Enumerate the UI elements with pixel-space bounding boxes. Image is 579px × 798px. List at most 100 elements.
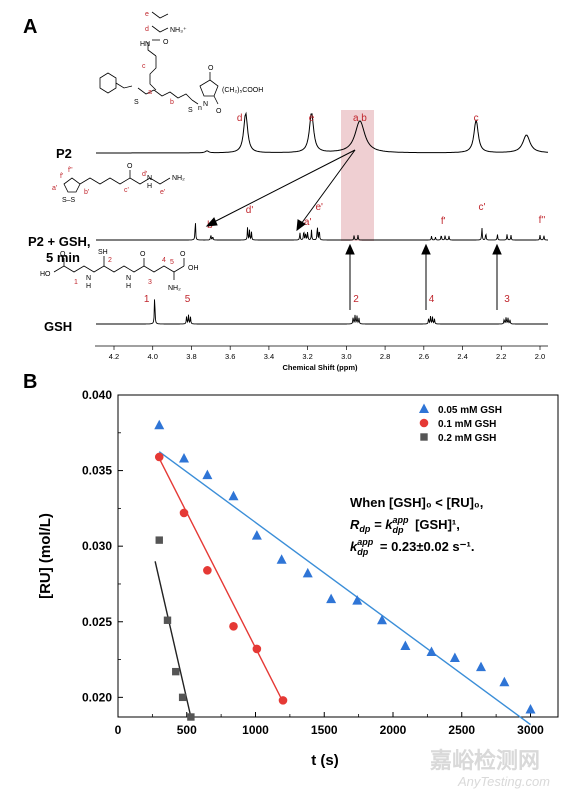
- data-point: [377, 614, 387, 625]
- nmr-x-tick-label: 3.6: [225, 352, 235, 361]
- gsh-peak-label: 4: [429, 294, 435, 305]
- trace-label-p2: P2: [56, 146, 72, 161]
- lipo-group-o: O: [127, 163, 133, 170]
- eq3-k-sub: dp: [357, 547, 368, 557]
- nmr-x-axis-title: Chemical Shift (ppm): [282, 363, 358, 372]
- data-point: [229, 621, 238, 631]
- trace-p2-gsh: [96, 223, 548, 241]
- trace-label-mix-1: P2 + GSH,: [28, 234, 91, 249]
- trace-label-gsh: GSH: [44, 319, 72, 334]
- p2-structure-labels: e d c a b NH₃⁺ HN O S S N O O (CH₂)₅COOH…: [134, 11, 263, 115]
- data-point: [276, 554, 287, 564]
- p2-group-n-sub: n: [198, 105, 202, 112]
- rate-equation: When [GSH]₀ < [RU]₀, Rdp = kapp dp [GSH]¹…: [350, 495, 483, 557]
- gsh-group-o1: O: [60, 251, 66, 258]
- data-point: [179, 508, 189, 518]
- p2-group-hn: HN: [140, 41, 150, 48]
- lipo-label-f1: f': [60, 173, 63, 180]
- data-point: [278, 696, 288, 705]
- mix-peak-label: f'': [539, 215, 546, 226]
- mix-peak-label: c': [478, 202, 485, 213]
- p2-structure: [99, 11, 219, 105]
- data-point: [400, 640, 411, 650]
- data-point: [352, 595, 363, 605]
- gsh-label-2: 2: [108, 257, 112, 264]
- fit-line: [158, 451, 531, 726]
- gsh-group-sh: SH: [98, 249, 108, 256]
- watermark: 嘉峪检测网 AnyTesting.com: [430, 748, 550, 789]
- chart-frame: [117, 394, 559, 718]
- lipo-label-a: a': [52, 185, 57, 192]
- p2-label-c: c: [142, 63, 146, 70]
- x-tick-label: 500: [177, 723, 197, 737]
- data-point: [476, 661, 486, 672]
- eq2-k-sub: dp: [392, 525, 403, 535]
- gsh-peak-label: 2: [353, 294, 359, 305]
- p2-group-s2: S: [188, 107, 193, 114]
- arrow-ab-to-a: [300, 149, 356, 225]
- data-point: [202, 469, 213, 480]
- trace-p2: [96, 111, 548, 154]
- nmr-x-tick-label: 4.2: [109, 352, 119, 361]
- legend-label: 0.2 mM GSH: [438, 433, 496, 444]
- gsh-group-h1: H: [86, 283, 91, 290]
- lipo-group-ss: S–S: [62, 197, 76, 204]
- nmr-x-ticks: 4.2 4.0 3.8 3.6 3.4 3.2 3.0 2.8 2.6 2.4 2.2 2.0: [109, 346, 545, 361]
- y-tick-label: 0.035: [82, 464, 112, 478]
- equation-line-1: When [GSH]₀ < [RU]₀,: [350, 495, 483, 510]
- data-point: [155, 536, 163, 544]
- gsh-group-nh2: NH₂: [168, 285, 181, 292]
- equation-line-2: Rdp = kapp dp [GSH]¹,: [350, 515, 460, 535]
- arrowhead-b: [205, 217, 218, 227]
- p2-group-nh3: NH₃⁺: [170, 27, 187, 34]
- x-tick-label: 2000: [380, 723, 407, 737]
- gsh-group-oh: OH: [188, 265, 199, 272]
- nmr-x-tick-label: 4.0: [148, 352, 158, 361]
- mix-peak-label: e': [316, 202, 324, 213]
- data-point: [449, 652, 460, 663]
- x-tick-label: 3000: [517, 723, 544, 737]
- mix-peak-label: f': [441, 216, 446, 227]
- lipo-label-c: c': [124, 187, 129, 194]
- lipo-label-b: b': [84, 189, 89, 196]
- watermark-en: AnyTesting.com: [457, 774, 550, 789]
- equation-line-3: kapp dp = 0.23±0.02 s⁻¹.: [350, 537, 474, 557]
- data-point: [163, 616, 172, 624]
- rate-chart: 0 500 1000 1500 2000 2500 3000 0.020 0.025 0.030 0…: [82, 388, 559, 737]
- nmr-x-tick-label: 3.8: [186, 352, 196, 361]
- lipo-label-e: e': [160, 189, 165, 196]
- p2-label-a: a: [148, 89, 152, 96]
- gsh-group-n1: N: [86, 275, 91, 282]
- lipoamide-structure: [63, 170, 171, 193]
- chart-ticks: 0 500 1000 1500 2000 2500 3000 0.020 0.025 0.030 0…: [82, 388, 544, 737]
- data-point: [203, 566, 212, 575]
- nmr-x-tick-label: 2.8: [380, 352, 390, 361]
- nmr-x-tick-label: 3.0: [341, 352, 351, 361]
- lipo-group-nh2: NH₂: [172, 175, 185, 182]
- data-point: [228, 490, 239, 501]
- y-tick-label: 0.025: [82, 615, 112, 629]
- p2-label-b: b: [170, 99, 174, 106]
- p2-group-chain: (CH₂)₅COOH: [222, 87, 263, 94]
- nmr-x-axis: 4.2 4.0 3.8 3.6 3.4 3.2 3.0 2.8 2.6 2.4 2.2 2.0 Che…: [95, 345, 548, 372]
- chart-x-axis-title: t (s): [311, 752, 339, 769]
- eq3-k: k: [350, 539, 358, 554]
- eq2-k-sup: app: [392, 515, 409, 525]
- x-tick-label: 1000: [242, 723, 269, 737]
- fit-line: [154, 561, 192, 718]
- data-point: [499, 676, 510, 687]
- data-point: [187, 713, 195, 721]
- x-tick-label: 0: [115, 723, 122, 737]
- legend-label: 0.1 mM GSH: [438, 419, 496, 430]
- gsh-group-h2: H: [126, 283, 131, 290]
- chart-fit-lines: [154, 451, 531, 726]
- arrowhead-4: [421, 243, 431, 255]
- legend-marker: [419, 418, 429, 428]
- x-tick-label: 1500: [311, 723, 338, 737]
- p2-group-o3: O: [216, 108, 222, 115]
- eq2-r-sub: dp: [359, 524, 370, 534]
- gsh-group-o2: O: [140, 251, 146, 258]
- gsh-label-1: 1: [74, 279, 78, 286]
